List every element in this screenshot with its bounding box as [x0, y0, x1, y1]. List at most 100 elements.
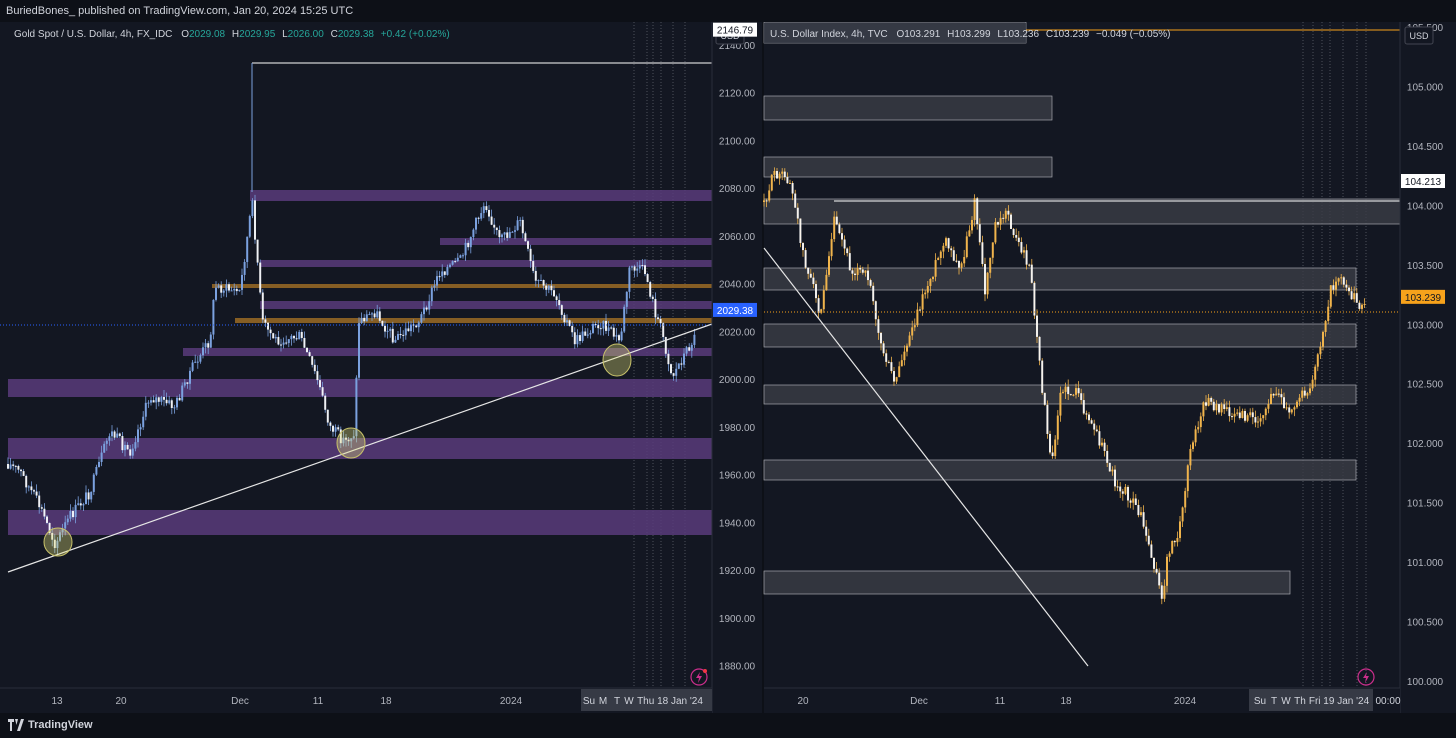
- gold-candle-body: [95, 466, 98, 475]
- dxy-candle-body: [872, 285, 875, 302]
- charts-canvas[interactable]: Gold Spot / U.S. Dollar, 4h, FX_IDC O202…: [0, 22, 1456, 713]
- dxy-candle-body: [960, 263, 963, 268]
- dxy-candle-body: [1155, 568, 1158, 573]
- gold-chart[interactable]: Gold Spot / U.S. Dollar, 4h, FX_IDC O202…: [0, 22, 762, 713]
- gold-candle-body: [690, 344, 693, 351]
- dxy-candle-body: [1329, 285, 1332, 307]
- dxy-candle-body: [1340, 277, 1343, 279]
- dxy-candle-body: [955, 260, 958, 262]
- dxy-candle-body: [1233, 413, 1236, 417]
- dxy-candle-body: [1012, 228, 1015, 236]
- dxy-candle-body: [817, 298, 820, 313]
- gold-candle-body: [430, 287, 433, 302]
- gold-zone: [260, 301, 712, 309]
- gold-candle-body: [363, 317, 366, 322]
- dxy-x-tick-label: 20: [797, 696, 809, 707]
- gold-candle-body: [98, 461, 100, 467]
- gold-x-tick-compressed: Thu 18 Jan '24: [637, 696, 703, 707]
- gold-y-tick-label: 2100.00: [719, 136, 756, 147]
- gold-candle-body: [12, 464, 15, 466]
- gold-price-axis[interactable]: [712, 22, 762, 688]
- dxy-candle-body: [791, 182, 794, 194]
- dxy-lightning-icon[interactable]: [1357, 668, 1375, 686]
- gold-candle-body: [215, 287, 217, 300]
- gold-price-label: 2146.79: [717, 26, 754, 37]
- gold-candle-body: [540, 279, 542, 281]
- dxy-y-tick-label: 102.500: [1407, 380, 1444, 391]
- dxy-currency-button[interactable]: [1404, 26, 1434, 45]
- dxy-chart[interactable]: U.S. Dollar Index, 4h, TVC O103.291 H103…: [763, 22, 1456, 713]
- dxy-candle-body: [932, 276, 934, 280]
- gold-candle-body: [428, 301, 431, 310]
- dxy-candle-body: [1238, 412, 1241, 418]
- dxy-candle-body: [1124, 486, 1127, 494]
- gold-candle-body: [415, 325, 418, 328]
- gold-candle-body: [300, 331, 303, 338]
- gold-candle-body: [368, 314, 371, 316]
- dxy-candle-body: [919, 309, 921, 311]
- dxy-candle-body: [1153, 557, 1155, 569]
- gold-x-tick-compressed: M: [599, 696, 607, 707]
- dxy-candle-body: [864, 270, 867, 273]
- dxy-candle-body: [968, 230, 971, 237]
- gold-candle-body: [420, 314, 423, 323]
- gold-candle-body: [324, 395, 327, 410]
- dxy-candle-body: [1163, 585, 1166, 599]
- dxy-price-label-bg: [1401, 174, 1445, 189]
- dxy-candle-body: [833, 216, 836, 240]
- gold-candle-body: [27, 486, 30, 488]
- dxy-price-label: 103.239: [1405, 293, 1442, 304]
- gold-price-labels: 2146.79 2029.38: [713, 22, 757, 317]
- dxy-candle-body: [1350, 291, 1353, 300]
- gold-candle-body: [514, 230, 516, 232]
- gold-candle-body: [163, 396, 165, 400]
- gold-lightning-icon[interactable]: [690, 668, 708, 686]
- gold-x-tick-label: 18: [380, 696, 392, 707]
- dxy-candle-body: [1270, 393, 1272, 405]
- gold-orange-zone: [235, 318, 712, 323]
- dxy-candle-body: [1067, 386, 1070, 395]
- gold-candle-body: [412, 324, 415, 326]
- dxy-candle-body: [1225, 407, 1228, 409]
- gold-candle-body: [394, 339, 397, 343]
- gold-candle-body: [225, 284, 228, 291]
- dxy-candle-body: [1082, 400, 1085, 414]
- gold-candle-body: [61, 528, 64, 533]
- gold-candle-body: [625, 291, 628, 307]
- gold-candle-body: [293, 335, 295, 339]
- gold-candle-body: [194, 361, 197, 363]
- chart-divider[interactable]: [762, 22, 764, 713]
- dxy-candle-body: [1220, 404, 1223, 413]
- gold-candle-body: [568, 320, 571, 326]
- gold-candle-body: [566, 320, 568, 323]
- dxy-x-tick-compressed: Fri 19 Jan '24: [1309, 696, 1370, 707]
- dxy-candle-body: [1114, 469, 1116, 487]
- dxy-candle-body: [1223, 404, 1226, 409]
- gold-candle-body: [389, 328, 392, 331]
- dxy-candle-body: [895, 377, 898, 382]
- gold-candle-body: [490, 216, 493, 225]
- dxy-zone: [763, 156, 1053, 178]
- dxy-candle-body: [1290, 409, 1293, 413]
- dxy-candle-body: [1017, 237, 1020, 243]
- gold-legend-l-label: L: [282, 29, 288, 40]
- gold-candle-body: [280, 344, 282, 346]
- gold-price-label-bg: [713, 22, 757, 37]
- dxy-zone: [763, 323, 1357, 348]
- dxy-candle-body: [874, 301, 877, 320]
- gold-candle-body: [241, 274, 243, 290]
- gold-candle-body: [423, 307, 425, 315]
- dxy-candles: [763, 167, 1366, 605]
- gold-zone: [8, 510, 712, 535]
- gold-candle-body: [9, 464, 12, 469]
- gold-candle-body: [633, 266, 636, 271]
- gold-candle-body: [454, 261, 457, 263]
- dxy-candle-body: [1342, 277, 1345, 285]
- gold-candle-body: [85, 492, 87, 505]
- gold-candle-body: [693, 334, 696, 345]
- dxy-legend-h-label: H: [947, 29, 954, 40]
- dxy-price-axis[interactable]: [1400, 22, 1456, 688]
- dxy-candle-body: [1085, 413, 1088, 415]
- dxy-candle-body: [900, 360, 903, 367]
- gold-candle-body: [277, 336, 280, 345]
